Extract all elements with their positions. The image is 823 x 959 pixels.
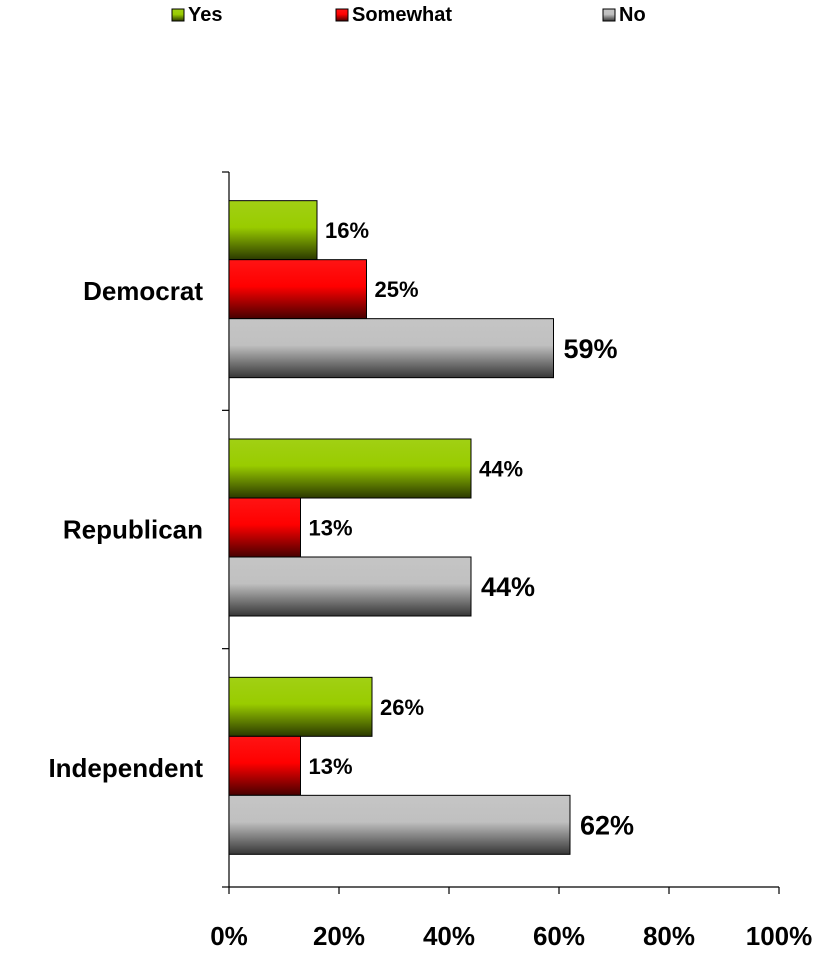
legend-label-yes: Yes bbox=[188, 4, 222, 26]
category-label-republican: Republican bbox=[63, 515, 203, 545]
data-label-independent-yes: 26% bbox=[380, 695, 424, 720]
x-tick-label-80: 80% bbox=[643, 921, 695, 951]
category-label-democrat: Democrat bbox=[83, 276, 203, 306]
bar-democrat-yes bbox=[228, 200, 318, 261]
data-label-independent-somewhat: 13% bbox=[309, 754, 353, 779]
data-label-republican-no: 44% bbox=[481, 572, 535, 602]
data-label-independent-no: 62% bbox=[580, 811, 634, 841]
legend-label-somewhat: Somewhat bbox=[352, 4, 452, 26]
axes: 0% 20% 40% 60% 80% 100% Democrat Republican Inde… bbox=[48, 171, 813, 951]
labels: 16% 25% 59% 44% 13% 44% 26% 13% 62% bbox=[309, 218, 635, 840]
legend-swatch-yes bbox=[171, 8, 185, 22]
data-label-democrat-yes: 16% bbox=[325, 218, 369, 243]
bar-republican-somewhat bbox=[228, 497, 301, 558]
legend-swatch-no bbox=[602, 8, 616, 22]
x-tick-label-40: 40% bbox=[423, 921, 475, 951]
bar-independent-somewhat bbox=[228, 735, 301, 796]
bars bbox=[228, 200, 571, 855]
data-label-republican-somewhat: 13% bbox=[309, 515, 353, 540]
legend-swatch-somewhat bbox=[335, 8, 349, 22]
data-label-democrat-no: 59% bbox=[564, 334, 618, 364]
legend: Yes Somewhat No bbox=[171, 4, 646, 26]
bar-democrat-no bbox=[228, 318, 554, 379]
bar-independent-no bbox=[228, 794, 571, 855]
bar-republican-yes bbox=[228, 438, 472, 499]
bar-independent-yes bbox=[228, 676, 373, 737]
x-tick-label-20: 20% bbox=[313, 921, 365, 951]
x-tick-label-100: 100% bbox=[746, 921, 813, 951]
x-tick-label-0: 0% bbox=[210, 921, 248, 951]
x-tick-label-60: 60% bbox=[533, 921, 585, 951]
legend-label-no: No bbox=[619, 4, 646, 26]
bar-republican-no bbox=[228, 556, 472, 617]
category-label-independent: Independent bbox=[48, 753, 203, 783]
data-label-democrat-somewhat: 25% bbox=[375, 277, 419, 302]
bar-democrat-somewhat bbox=[228, 259, 367, 320]
data-label-republican-yes: 44% bbox=[479, 456, 523, 481]
